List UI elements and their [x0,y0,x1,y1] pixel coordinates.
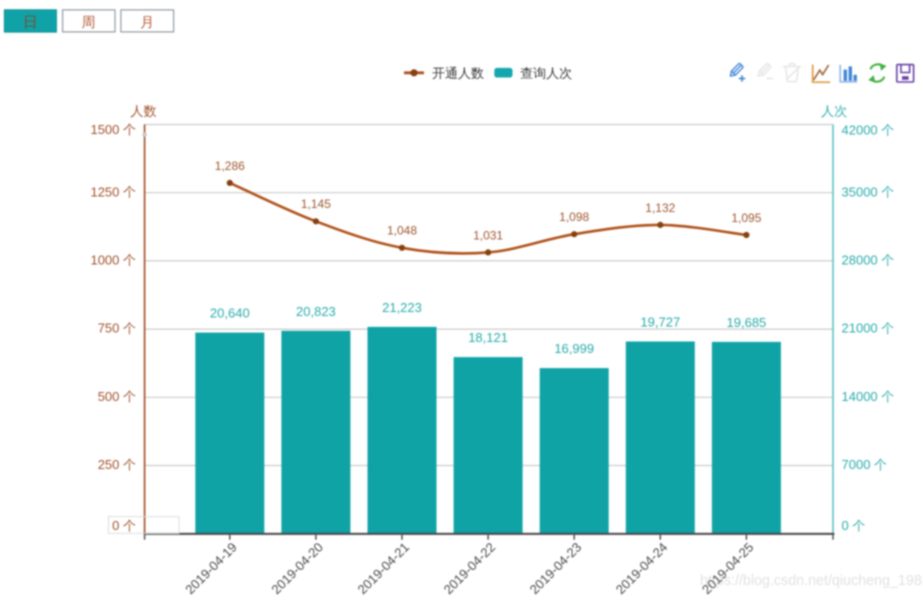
svg-text:1000: 1000 [90,253,119,268]
svg-text:20,823: 20,823 [296,304,336,319]
svg-text:1,286: 1,286 [215,159,245,173]
svg-text:18,121: 18,121 [468,330,508,345]
svg-text:28000: 28000 [842,253,878,268]
svg-text:1,145: 1,145 [301,197,331,211]
svg-text:0: 0 [112,518,119,533]
svg-text:https://blog.csdn.net/qiucheng: https://blog.csdn.net/qiucheng_1988 [700,573,923,589]
svg-text:1250: 1250 [90,184,119,199]
svg-text:250: 250 [98,457,120,472]
svg-text:1,098: 1,098 [559,210,589,224]
svg-text:21000: 21000 [842,321,878,336]
svg-text:7000: 7000 [842,457,871,472]
svg-text:1,132: 1,132 [645,201,675,215]
svg-text:1500: 1500 [90,122,119,137]
svg-text:2019-04-22: 2019-04-22 [441,540,499,598]
svg-text:2019-04-23: 2019-04-23 [527,540,585,598]
svg-text:1,031: 1,031 [473,228,503,242]
svg-text:42000: 42000 [842,123,878,138]
svg-text:19,685: 19,685 [727,315,767,330]
svg-text:750: 750 [98,321,120,336]
svg-text:16,999: 16,999 [554,341,594,356]
svg-text:2019-04-21: 2019-04-21 [354,540,412,598]
svg-text:1,095: 1,095 [731,211,761,225]
svg-text:500: 500 [98,389,120,404]
svg-text:2019-04-19: 2019-04-19 [182,540,240,598]
svg-text:2019-04-20: 2019-04-20 [268,540,326,598]
svg-text:35000: 35000 [842,184,878,199]
svg-text:0: 0 [842,518,849,533]
svg-text:21,223: 21,223 [382,300,422,315]
svg-text:1,048: 1,048 [387,224,417,238]
svg-text:20,640: 20,640 [210,306,250,321]
svg-text:2019-04-24: 2019-04-24 [613,540,671,598]
svg-text:14000: 14000 [842,389,878,404]
svg-text:19,727: 19,727 [640,315,680,330]
